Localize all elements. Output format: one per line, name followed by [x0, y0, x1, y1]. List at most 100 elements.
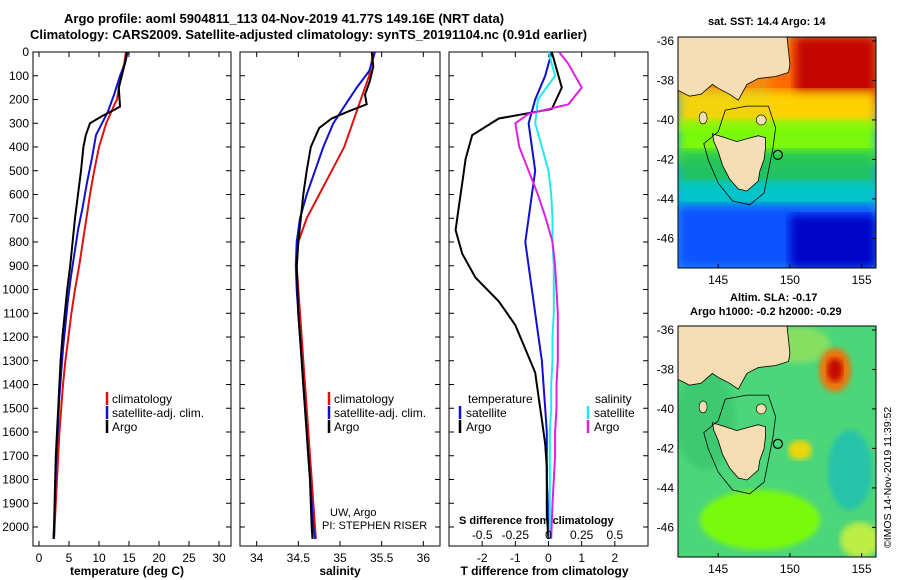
float-position-marker	[772, 149, 783, 160]
map-y-tick-label: -44	[657, 192, 675, 206]
sla-anomaly	[827, 358, 843, 382]
series-line-argo	[52, 52, 128, 539]
series-line-s-argo	[514, 52, 583, 539]
shelf-contour	[703, 394, 777, 495]
y-tick-label: 800	[9, 235, 29, 249]
series-line-argo	[295, 52, 375, 539]
x-tick-label: 34	[250, 551, 264, 565]
x-tick-label: -2	[477, 551, 488, 565]
sla-anomaly	[788, 440, 812, 460]
y-tick-label: 1000	[2, 283, 29, 297]
map-y-tick-label: -42	[657, 441, 675, 455]
map-x-tick-label: 145	[708, 273, 728, 287]
king-island	[698, 111, 708, 125]
series-group	[294, 52, 376, 540]
map-y-tick-label: -44	[657, 481, 675, 495]
series-group	[52, 52, 129, 539]
s-x-tick-label: 0.5	[606, 528, 623, 542]
x-tick-label: 15	[122, 551, 136, 565]
x-tick-label: 0	[545, 551, 552, 565]
sla-field	[678, 326, 876, 557]
temperature-panel: 0 5 10 15 20 25 300100200300400500600700800900…	[2, 45, 232, 578]
x-axis-label: salinity	[319, 564, 361, 578]
legend-label-argo: Argo	[112, 420, 138, 434]
map-y-tick-label: -38	[657, 362, 675, 376]
legend-label-t-argo: Argo	[466, 420, 492, 434]
map-y-tick-label: -36	[657, 323, 675, 337]
map-frame	[677, 325, 877, 558]
y-tick-label: 2000	[2, 520, 29, 534]
map-y-tick-label: -42	[657, 152, 675, 166]
flinders-island	[755, 403, 767, 415]
sla-map: 145 150 155 -36 -38 -40 -42 -44 -46	[657, 323, 877, 576]
y-tick-label: 1900	[2, 496, 29, 510]
series-line-climatology	[53, 52, 127, 539]
x-tick-label: 10	[92, 551, 106, 565]
s-axis-title: S difference from climatology	[459, 515, 615, 527]
s-x-tick-label: -0.5	[472, 528, 493, 542]
y-tick-label: 1100	[3, 306, 29, 320]
y-tick-label: 400	[9, 140, 29, 154]
y-tick-label: 100	[9, 69, 29, 83]
x-axis-label: temperature (deg C)	[70, 564, 184, 578]
tasmania	[711, 133, 766, 192]
data-source-annotation: UW, Argo	[330, 507, 376, 519]
sst-map-title: sat. SST: 14.4 Argo: 14	[708, 16, 826, 28]
x-tick-label: 34.5	[287, 551, 311, 565]
map-x-tick-label: 150	[780, 273, 800, 287]
sla-map-title-line2: Argo h1000: -0.2 h2000: -0.29	[690, 306, 842, 318]
x-tick-label: 36	[417, 551, 431, 565]
s-x-tick-label: -0.25	[502, 528, 530, 542]
legend-heading-temperature: temperature	[468, 392, 533, 406]
y-tick-label: 1400	[2, 378, 29, 392]
temperature-legend: climatology satellite-adj. clim. Argo	[105, 392, 204, 434]
s-x-tick-label: 0	[545, 528, 552, 542]
plot-frame	[239, 51, 441, 547]
mainland-australia	[678, 326, 791, 390]
series-line-t-argo	[454, 52, 563, 539]
pi-annotation: PI: STEPHEN RISER	[322, 520, 427, 532]
difference-legend: temperature satellite Argo salinity sate…	[458, 392, 635, 527]
y-tick-label: 300	[9, 116, 29, 130]
figure-title-line2: Climatology: CARS2009. Satellite-adjuste…	[30, 27, 587, 42]
x-tick-label: 35	[333, 551, 347, 565]
y-tick-label: 1200	[2, 330, 29, 344]
x-axis-label: T difference from climatology	[460, 564, 628, 578]
difference-panel: -2 -1 0 1 2T difference from climatology -0.5…	[448, 51, 649, 578]
y-tick-label: 900	[9, 259, 29, 273]
map-frame	[677, 36, 877, 269]
map-y-tick-label: -38	[657, 73, 675, 87]
series-line-t-satellite	[524, 52, 553, 539]
legend-label-climatology: climatology	[334, 392, 394, 406]
sla-anomaly	[828, 430, 872, 510]
y-tick-label: 500	[9, 164, 29, 178]
legend-label-climatology: climatology	[112, 392, 172, 406]
x-tick-label: 30	[212, 551, 226, 565]
king-island	[698, 400, 708, 414]
x-tick-label: 20	[152, 551, 166, 565]
map-y-tick-label: -46	[657, 520, 675, 534]
y-tick-label: 1500	[2, 401, 29, 415]
legend-label-t-satellite: satellite	[466, 406, 507, 420]
flinders-island	[755, 114, 767, 126]
y-tick-label: 200	[9, 93, 29, 107]
sst-field	[678, 37, 876, 268]
s-x-tick-label: 0.25	[570, 528, 594, 542]
x-tick-label: 1	[578, 551, 585, 565]
float-position-marker	[772, 438, 783, 449]
x-tick-label: 5	[66, 551, 73, 565]
legend-heading-salinity: salinity	[595, 392, 632, 406]
imos-watermark: ©IMOS 14-Nov-2019 11:39:52	[882, 407, 894, 548]
plot-frame	[448, 51, 649, 547]
legend-label-satellite: satellite-adj. clim.	[334, 406, 426, 420]
sla-map-title-line1: Altim. SLA: -0.17	[730, 292, 817, 304]
salinity-panel: 34 34.5 35 35.5 36 salinity	[239, 51, 441, 578]
shelf-contour	[703, 105, 777, 206]
y-tick-label: 1600	[2, 425, 29, 439]
sla-anomaly	[840, 522, 876, 557]
map-x-tick-label: 155	[852, 562, 872, 576]
plot-frame	[32, 51, 232, 547]
series-line-s-satellite	[534, 52, 557, 539]
legend-label-s-argo: Argo	[594, 420, 620, 434]
legend-label-s-satellite: satellite	[594, 406, 635, 420]
